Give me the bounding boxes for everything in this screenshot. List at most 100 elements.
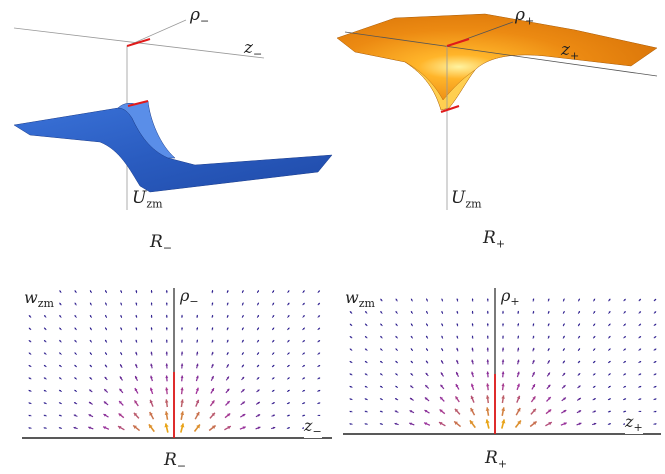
field-arrow [410,372,414,376]
field-arrow [349,398,353,401]
field-arrow [607,385,611,388]
field-arrow [74,377,78,380]
field-arrow [562,298,565,302]
field-arrow [224,412,231,419]
axis-red-segment [446,38,470,47]
field-arrow [439,396,445,402]
field-arrow [211,290,214,294]
field-arrow [103,401,109,406]
field-arrow [592,397,596,401]
field-arrow [638,335,642,339]
caption-r-minus: R− [164,450,187,473]
field-arrow [455,383,460,390]
blue-surface-fold [117,100,176,159]
field-arrow [256,376,260,380]
field-arrow [424,409,430,414]
field-arrow [515,407,521,416]
field-arrow [165,363,169,369]
field-arrow [271,414,276,417]
field-arrow [241,352,244,356]
field-arrow [608,323,611,327]
field-arrow [562,360,566,364]
field-arrow [28,427,32,429]
field-arrow [89,327,92,331]
field-arrow [73,414,78,417]
field-arrow [58,377,62,380]
field-arrow [364,373,368,376]
field-arrow [607,348,611,351]
field-arrow [271,377,275,380]
axis-rho-label: ρ− [190,5,210,28]
field-arrow [470,383,475,391]
field-arrow [302,314,305,318]
field-arrow [211,314,214,318]
field-arrow [43,377,47,380]
field-arrow [209,400,215,407]
field-arrow [441,323,444,327]
field-arrow [302,402,306,405]
field-arrow [453,420,462,428]
field-arrow [576,397,582,401]
field-arrow [302,364,306,368]
field-arrow [148,423,155,433]
field-arrow [425,335,429,339]
field-arrow [577,298,581,302]
field-arrow [255,426,261,430]
field-arrow [28,402,32,405]
field-arrow [547,360,551,364]
field-arrow [532,335,535,339]
surface-plot-r-minus: ρ− z− Uzm R− [0,0,335,260]
field-arrow [395,323,398,327]
field-arrow [441,298,444,302]
field-arrow [58,414,62,417]
field-arrow [317,302,321,306]
field-arrow [424,397,430,402]
field-arrow [104,352,108,356]
field-arrow [485,419,490,429]
field-arrow [104,364,108,368]
field-arrow [88,414,94,418]
field-arrow [517,335,520,339]
field-arrow [456,310,459,314]
field-arrow [349,360,353,364]
orange-surface [336,13,658,111]
axis-z-line [344,31,658,77]
field-arrow [440,360,444,364]
field-arrow [638,311,642,314]
field-arrow [379,360,383,364]
field-arrow [562,335,565,339]
field-arrow [165,339,168,343]
field-arrow [410,360,414,364]
field-arrow [471,323,474,327]
field-arrow [226,351,229,356]
field-arrow [623,298,626,302]
field-arrow [486,310,489,314]
field-arrow [43,339,47,343]
field-arrow [317,290,321,294]
field-arrow [104,339,108,343]
field-arrow [485,407,490,416]
field-arrow [241,364,245,368]
field-arrow [395,298,398,302]
field-arrow [180,387,184,395]
axis-z-label: z+ [625,412,643,435]
field-arrow [287,339,290,343]
field-arrow [471,347,474,352]
field-arrow [501,395,505,404]
field-arrow [74,314,77,318]
field-arrow [272,290,275,294]
field-arrow [59,327,62,331]
field-arrow [89,302,92,306]
field-arrow [256,389,260,393]
field-arrow [194,411,200,420]
field-arrow [317,339,321,343]
field-arrow [135,314,138,318]
axis-u-label: Uzm [132,188,163,211]
field-arrow [89,352,93,356]
field-arrow [380,310,383,314]
field-arrow [180,351,184,356]
field-arrow [607,423,612,425]
field-arrow [364,323,368,327]
field-arrow [103,413,109,418]
field-arrow [546,384,551,390]
